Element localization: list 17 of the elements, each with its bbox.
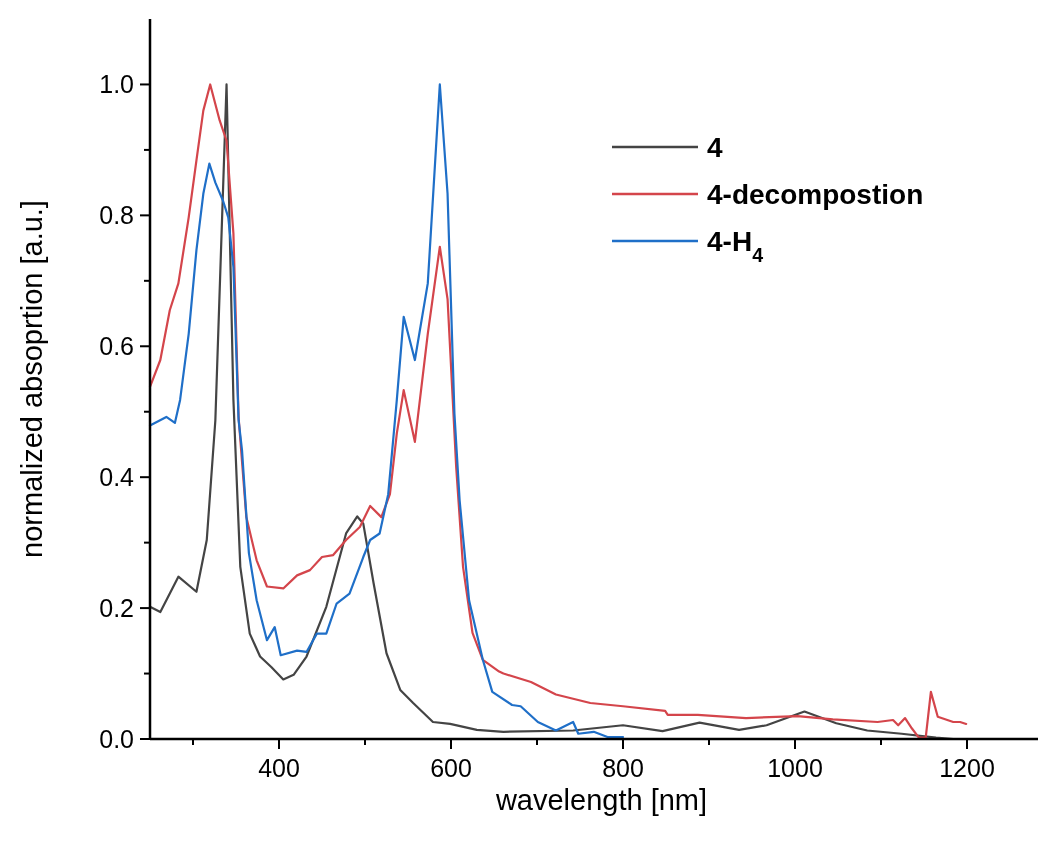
x-tick-label: 400 [258,754,300,782]
y-axis-title: normalized absoprtion [a.u.] [16,200,48,558]
y-tick-label: 0.6 [99,332,134,361]
legend-label: 4-decompostion [707,178,924,210]
x-tick-label: 800 [602,754,644,782]
y-tick-label: 1.0 [99,70,134,99]
y-tick-label: 0.2 [99,593,134,622]
x-tick-label: 1000 [767,754,823,782]
y-tick-label: 0.8 [99,201,134,230]
legend-label: 4-H$_{4}$ [707,225,764,266]
legend-label: 4 [707,131,723,163]
y-tick-label: 0.4 [99,462,135,491]
x-axis-title: wavelength [nm] [494,784,708,816]
x-tick-label: 1200 [939,754,995,782]
line-series [148,83,625,739]
y-tick-label: 0.0 [99,724,134,753]
x-tick-label: 600 [430,754,472,782]
